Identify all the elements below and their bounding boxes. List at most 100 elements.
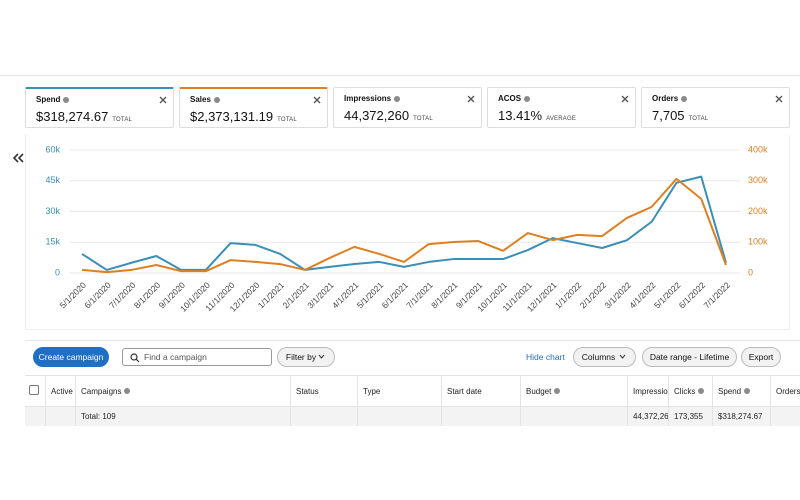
filter-button[interactable]: Filter by — [277, 347, 335, 367]
y-tick-label: 0 — [55, 267, 60, 277]
close-glyph — [621, 95, 629, 103]
total-text: 173,355 — [674, 412, 703, 421]
total-cell: 173,355 — [668, 407, 712, 426]
create-campaign-button[interactable]: Create campaign — [33, 347, 109, 367]
chart-panel — [25, 135, 790, 330]
column-header[interactable]: Budget — [520, 376, 627, 406]
info-icon — [681, 95, 688, 102]
metric-note: AVERAGE — [546, 116, 577, 122]
caret — [318, 354, 325, 359]
metric-card[interactable]: Impressions 44,372,260 TOTAL — [333, 87, 482, 128]
search-placeholder: Find a campaign — [144, 352, 207, 362]
column-header-text: Clicks — [674, 386, 696, 396]
close-glyph — [775, 95, 783, 103]
y2-tick-label: 300k — [748, 175, 768, 185]
metric-value: $2,373,131.19 TOTAL — [190, 109, 297, 124]
series-line — [81, 175, 727, 271]
select-all-checkbox[interactable] — [29, 385, 39, 395]
column-separator — [712, 376, 713, 426]
column-header-text: Spend — [718, 386, 742, 396]
top-rule — [0, 75, 800, 76]
metric-label: Spend — [36, 95, 70, 104]
chart: 015k30k45k60k0100k200k300k400k5/1/20206/… — [45, 144, 768, 313]
column-separator — [668, 376, 669, 426]
metric-note: TOTAL — [413, 116, 433, 122]
close-glyph — [467, 95, 475, 103]
column-header[interactable]: Orders — [770, 376, 800, 406]
close-icon[interactable] — [775, 95, 783, 103]
y-tick-label: 30k — [45, 206, 60, 216]
metric-note: TOTAL — [277, 117, 297, 123]
close-icon[interactable] — [621, 95, 629, 103]
column-header[interactable]: Clicks — [668, 376, 712, 406]
column-separator — [441, 376, 442, 426]
x-tick-label: 7/1/2022 — [702, 280, 733, 311]
info-icon — [744, 388, 751, 394]
metric-card[interactable]: Orders 7,705 TOTAL — [641, 87, 790, 128]
search-box[interactable]: Find a campaign — [122, 348, 272, 366]
metric-card[interactable]: Spend $318,274.67 TOTAL — [25, 87, 174, 128]
column-header[interactable]: Active — [45, 376, 75, 406]
total-row — [25, 406, 800, 426]
close-glyph — [159, 96, 167, 104]
column-separator — [520, 376, 521, 426]
date-range-button[interactable]: Date range - Lifetime — [642, 347, 737, 367]
column-header-text: Active — [51, 386, 73, 396]
info-icon — [124, 388, 131, 394]
hide-chart-link[interactable]: Hide chart — [526, 352, 565, 362]
column-header-text: Orders — [776, 386, 800, 396]
export-button[interactable]: Export — [741, 347, 781, 367]
y2-tick-label: 200k — [748, 206, 768, 216]
info-icon — [213, 96, 220, 103]
column-header[interactable]: Status — [290, 376, 357, 406]
total-cell: 44,372,260 — [627, 407, 668, 426]
column-separator — [357, 376, 358, 426]
column-header-text: Impressions — [633, 386, 668, 396]
y-tick-label: 45k — [45, 175, 60, 185]
total-text: Total: 109 — [81, 412, 116, 421]
column-separator — [75, 376, 76, 426]
column-header[interactable]: Spend — [712, 376, 770, 406]
metric-note: TOTAL — [112, 117, 133, 123]
metric-label: Sales — [190, 95, 220, 104]
filter-label: Filter by — [285, 352, 317, 362]
info-icon — [698, 388, 705, 394]
column-header[interactable]: Type — [357, 376, 441, 406]
total-text: 44,372,260 — [633, 412, 668, 421]
column-header[interactable]: Campaigns — [75, 376, 290, 406]
close-icon[interactable] — [159, 96, 167, 104]
metric-card[interactable]: Sales $2,373,131.19 TOTAL — [179, 87, 328, 128]
column-separator — [770, 376, 771, 426]
y-tick-label: 15k — [45, 237, 60, 247]
metric-label-text: Sales — [190, 95, 211, 104]
metric-label: ACOS — [498, 94, 531, 103]
columns-button[interactable]: Columns — [573, 347, 636, 367]
metric-value: $318,274.67 TOTAL — [36, 109, 132, 124]
total-text: $318,274.67 — [718, 412, 763, 421]
column-header[interactable]: Impressions — [627, 376, 668, 406]
column-separator — [627, 376, 628, 426]
metric-value-text: $2,373,131.19 — [190, 109, 274, 124]
column-header[interactable]: Start date — [441, 376, 520, 406]
info-icon — [394, 95, 401, 102]
column-header-text: Type — [363, 386, 381, 396]
info-icon — [554, 388, 561, 394]
metric-value-text: $318,274.67 — [36, 109, 109, 124]
metric-card[interactable]: ACOS 13.41% AVERAGE — [487, 87, 636, 128]
y2-tick-label: 400k — [748, 144, 768, 154]
metric-label: Impressions — [344, 94, 401, 103]
close-glyph — [313, 96, 321, 104]
metric-value: 13.41% AVERAGE — [498, 108, 576, 123]
close-icon[interactable] — [467, 95, 475, 103]
column-separator — [45, 376, 46, 426]
info-icon — [524, 95, 531, 102]
y2-tick-label: 0 — [748, 267, 753, 277]
search-icon — [130, 353, 140, 363]
metric-value: 44,372,260 TOTAL — [344, 108, 433, 123]
info-icon — [63, 96, 70, 103]
collapse-icon[interactable] — [12, 152, 26, 164]
caret — [619, 354, 626, 359]
metric-note: TOTAL — [688, 116, 709, 122]
close-icon[interactable] — [313, 96, 321, 104]
